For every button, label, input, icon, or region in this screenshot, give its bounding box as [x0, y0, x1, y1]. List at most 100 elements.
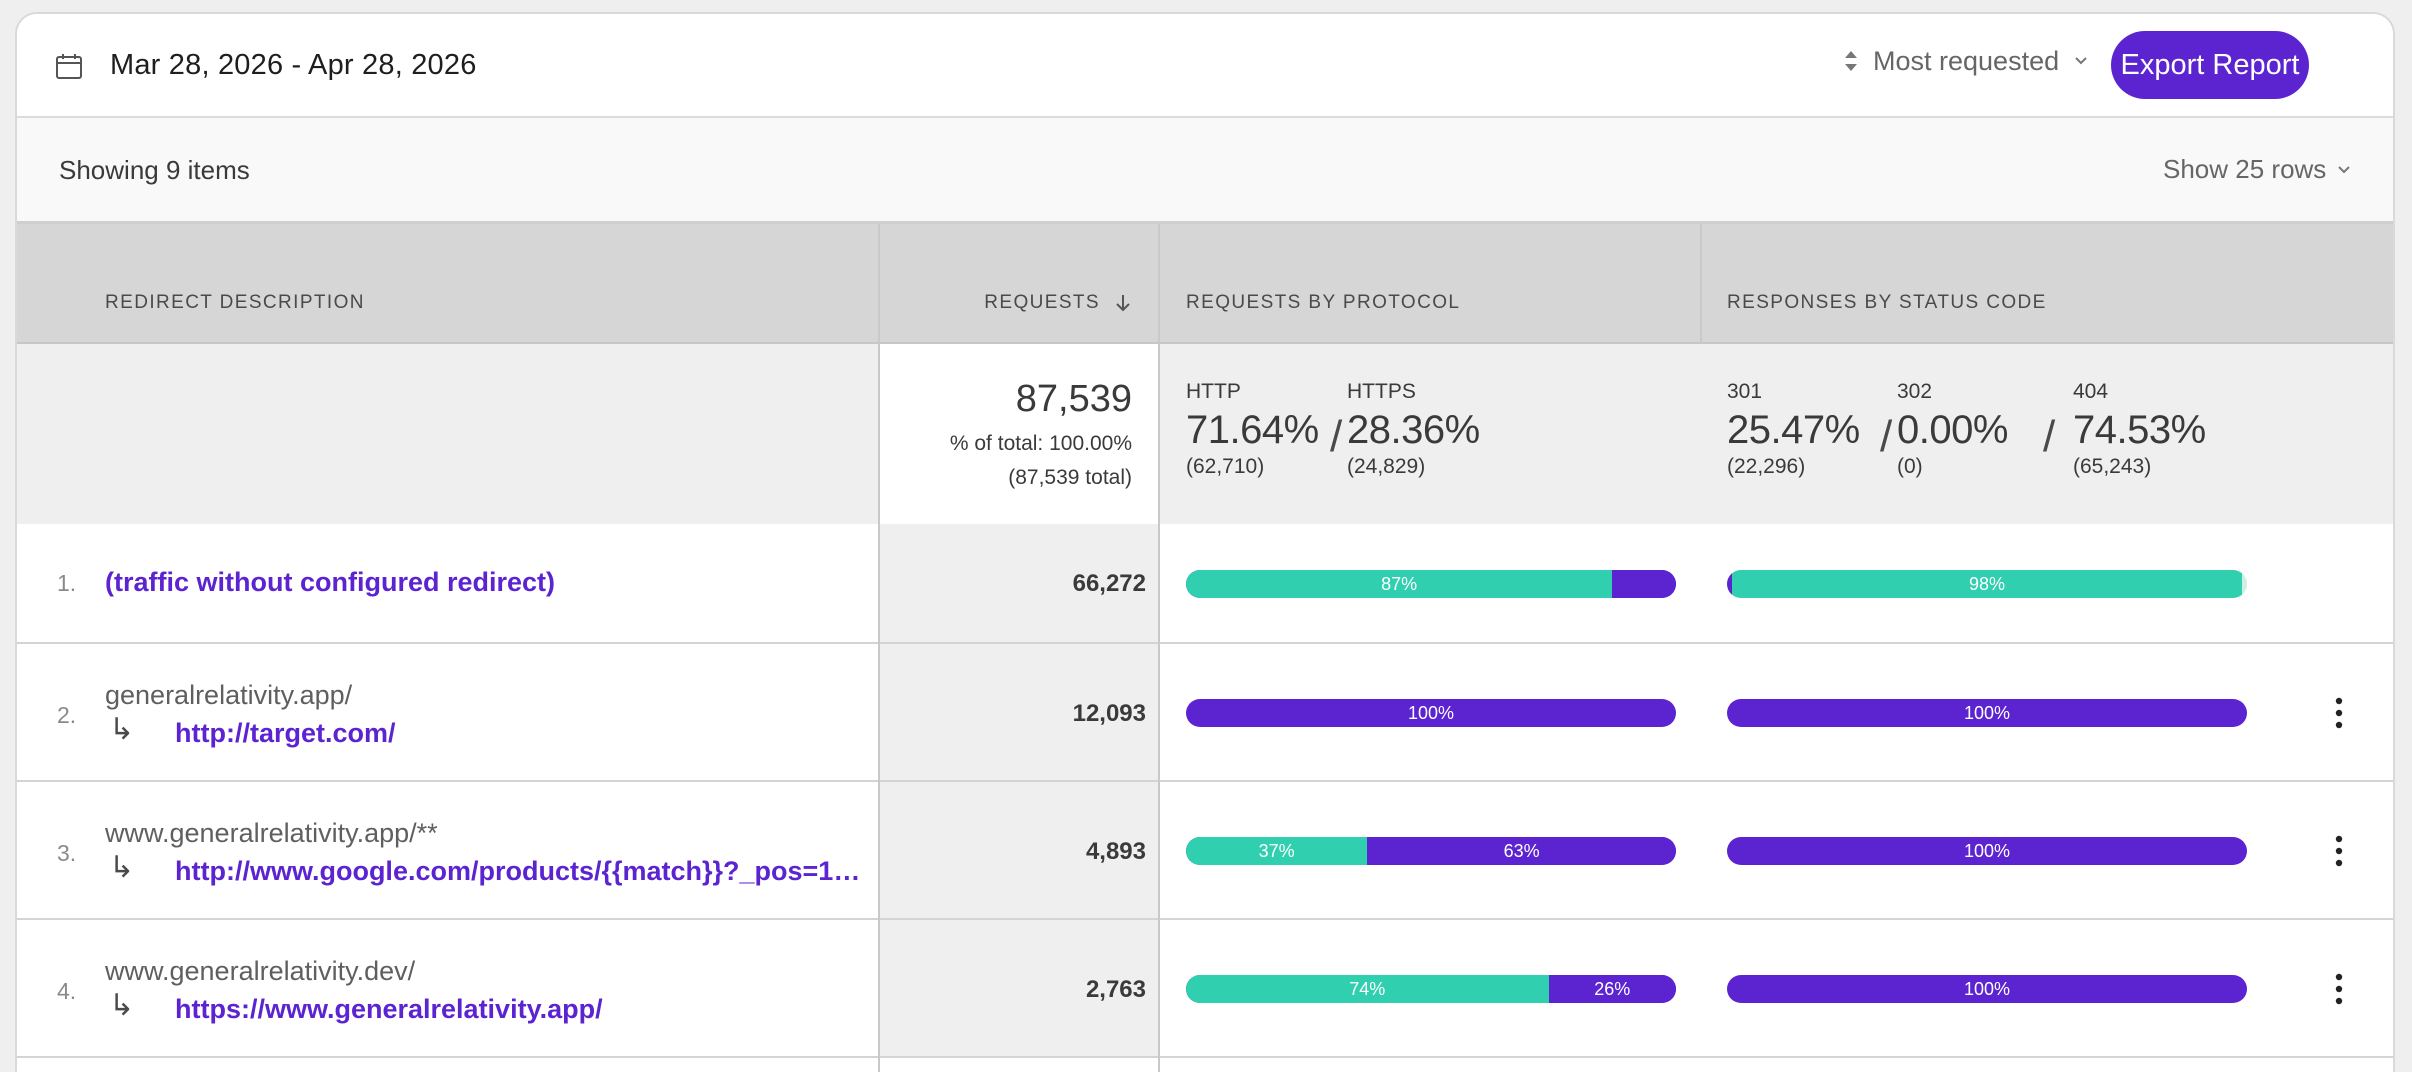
redirect-source: www.generalrelativity.app/**: [105, 818, 438, 848]
total-percent: % of total: 100.00%: [949, 432, 1132, 455]
status-404-segment: 100%: [1727, 837, 2247, 865]
sort-dropdown[interactable]: Most requested: [1843, 39, 2089, 83]
separator: /: [1880, 412, 1893, 461]
chevron-down-icon: [2075, 57, 2087, 65]
row-index: 1.: [57, 570, 77, 596]
row-requests: 4,893: [1085, 838, 1146, 865]
http-segment: 37%: [1186, 837, 1368, 865]
status-302-count: (0): [1897, 455, 1923, 478]
https-segment: 26%: [1548, 975, 1676, 1003]
sort-icon: [1845, 51, 1857, 71]
requests-cell: [880, 920, 1158, 1056]
status-302-label: 302: [1897, 380, 1933, 403]
status-bar: 98%: [1727, 570, 2247, 598]
separator: /: [2043, 412, 2056, 461]
protocol-bar: 87%: [1186, 570, 1676, 598]
row-index: 3.: [57, 840, 77, 866]
row-requests: 66,272: [1072, 570, 1146, 597]
status-301-count: (22,296): [1727, 455, 1806, 478]
list-subheader: Showing 9 items Show 25 rows: [17, 118, 2393, 224]
table-row: 4. www.generalrelativity.dev/ ↳ https://…: [17, 920, 2393, 1058]
https-stat: HTTPS 28.36% (24,829): [1347, 380, 1480, 479]
https-percent: 28.36%: [1347, 408, 1480, 452]
status-bar: 100%: [1727, 975, 2247, 1003]
https-segment: [1612, 570, 1676, 598]
status-404-label: 404: [2073, 380, 2109, 403]
table-row: 1. (traffic without configured redirect)…: [17, 524, 2393, 644]
status-301-segment: 98%: [1732, 570, 2242, 598]
redirect-arrow-icon: ↳: [109, 989, 135, 1022]
redirect-destination-link[interactable]: https://www.generalrelativity.app/: [175, 994, 603, 1024]
chevron-down-icon: [2338, 165, 2351, 173]
report-card: Mar 28, 2026 - Apr 28, 2026 Most request…: [15, 12, 2395, 1072]
http-label: HTTP: [1186, 380, 1241, 403]
more-options-icon[interactable]: [2327, 969, 2351, 1009]
http-stat: HTTP 71.64% (62,710): [1186, 380, 1319, 479]
status-404-stat: 404 74.53% (65,243): [2073, 380, 2206, 479]
table-header: REDIRECT DESCRIPTION REQUESTS REQUESTS B…: [17, 224, 2393, 344]
requests-cell: [880, 524, 1158, 642]
requests-cell: [880, 782, 1158, 918]
row-index: 2.: [57, 702, 77, 728]
items-count: Showing 9 items: [59, 155, 250, 185]
status-404-segment: [1727, 570, 1732, 598]
redirect-source: generalrelativity.app/: [105, 680, 353, 710]
status-404-segment: 100%: [1727, 975, 2247, 1003]
https-segment: 100%: [1186, 699, 1676, 727]
status-bar: 100%: [1727, 699, 2247, 727]
redirect-destination-link[interactable]: http://www.google.com/products/{{match}}…: [175, 856, 867, 886]
status-301-label: 301: [1727, 380, 1763, 403]
http-count: (62,710): [1186, 455, 1265, 478]
separator: /: [1330, 412, 1343, 461]
https-label: HTTPS: [1347, 380, 1416, 403]
total-requests: 87,539: [1015, 378, 1132, 420]
sort-desc-arrow-icon: [1116, 295, 1130, 312]
col-requests[interactable]: REQUESTS: [880, 224, 1158, 344]
status-301-stat: 301 25.47% (22,296): [1727, 380, 1860, 479]
protocol-bar: 74% 26%: [1186, 975, 1676, 1003]
column-divider: [1158, 224, 1160, 1072]
row-requests: 12,093: [1072, 700, 1146, 727]
redirect-destination-link[interactable]: http://target.com/: [175, 718, 396, 748]
http-segment: 87%: [1186, 570, 1613, 598]
status-404-count: (65,243): [2073, 455, 2152, 478]
redirect-arrow-icon: ↳: [109, 851, 135, 884]
status-404-percent: 74.53%: [2073, 408, 2206, 452]
redirect-source: www.generalrelativity.dev/: [105, 956, 416, 986]
export-report-button[interactable]: Export Report: [2111, 31, 2309, 99]
col-redirect-description: REDIRECT DESCRIPTION: [105, 292, 365, 313]
column-divider: [1700, 224, 1702, 344]
row-requests: 2,763: [1085, 976, 1146, 1003]
table-row: 2. generalrelativity.app/ ↳ http://targe…: [17, 644, 2393, 782]
protocol-bar: 37% 63%: [1186, 837, 1676, 865]
https-segment: 63%: [1367, 837, 1676, 865]
rows-per-page-label: Show 25 rows: [2163, 154, 2327, 184]
summary-row: 87,539 % of total: 100.00% (87,539 total…: [17, 344, 2393, 524]
rows-per-page-dropdown[interactable]: Show 25 rows: [2163, 154, 2352, 185]
http-percent: 71.64%: [1186, 408, 1319, 452]
protocol-bar: 100%: [1186, 699, 1676, 727]
total-absolute: (87,539 total): [1008, 466, 1132, 489]
report-toolbar: Mar 28, 2026 - Apr 28, 2026 Most request…: [17, 14, 2393, 118]
col-requests-label: REQUESTS: [984, 292, 1100, 313]
calendar-icon[interactable]: [55, 52, 83, 80]
status-301-percent: 25.47%: [1727, 408, 1860, 452]
table-row: 3. www.generalrelativity.app/** ↳ http:/…: [17, 782, 2393, 920]
status-404-segment: 100%: [1727, 699, 2247, 727]
more-options-icon[interactable]: [2327, 693, 2351, 733]
status-302-stat: 302 0.00% (0): [1897, 380, 2008, 479]
summary-description-cell: [17, 344, 878, 524]
redirect-arrow-icon: ↳: [109, 713, 135, 746]
col-responses-by-status: RESPONSES BY STATUS CODE: [1727, 292, 2047, 313]
summary-breakdown-cell: HTTP 71.64% (62,710) / HTTPS 28.36% (24,…: [1160, 344, 2393, 524]
summary-requests-cell: 87,539 % of total: 100.00% (87,539 total…: [880, 344, 1158, 524]
https-count: (24,829): [1347, 455, 1426, 478]
more-options-icon[interactable]: [2327, 831, 2351, 871]
requests-cell: [880, 644, 1158, 780]
redirect-link[interactable]: (traffic without configured redirect): [105, 567, 556, 597]
status-302-percent: 0.00%: [1897, 408, 2008, 452]
http-segment: 74%: [1186, 975, 1549, 1003]
date-range-picker[interactable]: Mar 28, 2026 - Apr 28, 2026: [110, 49, 477, 81]
sort-label: Most requested: [1873, 45, 2060, 76]
status-302-segment: [2242, 570, 2247, 598]
